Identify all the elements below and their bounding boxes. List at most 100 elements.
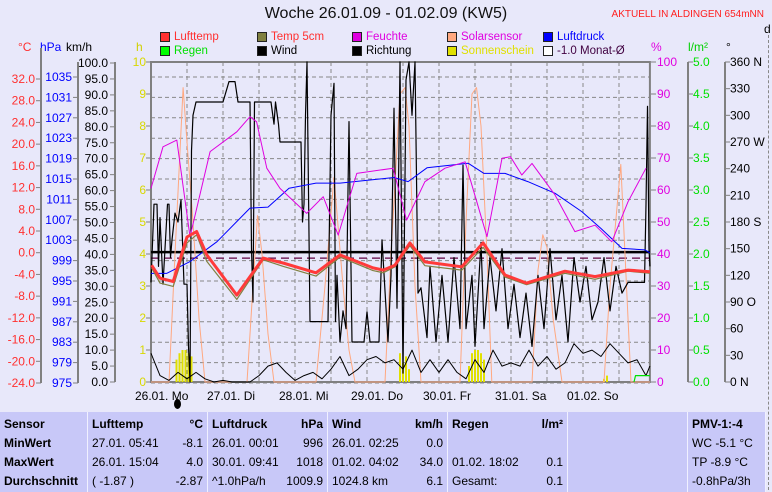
sunshine-bar (405, 356, 407, 382)
legend-swatch (447, 46, 457, 56)
table-row: 30.01. 09:41 1018 (212, 453, 323, 472)
series-line-feuchte (150, 116, 647, 243)
sunshine-bar (468, 366, 470, 382)
series-line-temp-5cm (151, 234, 650, 300)
axis-tick-label-wind: 80.0 (85, 120, 109, 134)
pmv-value: WC -5.1 °C (692, 436, 753, 450)
axis-tick-label-temp: 0.0 (18, 246, 35, 260)
col-header: Regen l/m² (452, 415, 563, 434)
axis-tick-label-sun: 10 (133, 55, 147, 69)
chart-title: Woche 26.01.09 - 01.02.09 (KW5) (264, 5, 508, 22)
col-header: Wind km/h (332, 415, 443, 434)
axis-tick-label-pressure: 1027 (45, 111, 72, 125)
axis-tick-label-sun: 2 (139, 311, 146, 325)
table-row: ( -1.87 ) -2.87 (92, 472, 203, 491)
axis-tick-label-rain: 0.0 (693, 375, 710, 389)
sunshine-bar (471, 353, 473, 382)
col-title: Regen (452, 417, 489, 431)
edge-char: d (764, 22, 771, 36)
sunshine-bar (408, 369, 410, 382)
axis-tick-label-temp: 4.0 (18, 224, 35, 238)
cell-value: 4.0 (186, 455, 203, 469)
col-title: Wind (332, 417, 362, 431)
sunshine-bar (175, 359, 178, 382)
pmv-value: -0.8hPa/3h (692, 474, 751, 488)
legend-label: Lufttemp (174, 31, 219, 43)
axis-tick-label-wind: 0.0 (91, 375, 108, 389)
cell-label: 26.01. 00:01 (212, 436, 279, 450)
axis-tick-label-humidity: 70 (657, 151, 671, 165)
current-day-marker (174, 399, 181, 409)
table-col-lufttemp: Lufttemp °C 27.01. 05:41 -8.1 26.01. 15:04 4.… (88, 412, 208, 492)
axis-tick-label-temp: -12.0 (8, 311, 36, 325)
legend-item: Lufttemp (160, 31, 219, 43)
cell-label: 26.01. 15:04 (92, 455, 159, 469)
axis-tick-label-rain: 5.0 (693, 55, 710, 69)
col-unit: hPa (300, 417, 323, 431)
axis-tick-label-temp: 32.0 (12, 72, 36, 86)
legend-swatch (352, 32, 362, 42)
legend-item: Regen (160, 45, 208, 57)
axis-tick-label-direction: 120 (730, 268, 750, 282)
cell-label: ( -1.87 ) (92, 474, 135, 488)
legend-item: Temp 5cm (257, 31, 324, 43)
unit-direction: ° (726, 40, 731, 54)
axis-tick-label-temp: -8.0 (14, 289, 35, 303)
axis-tick-label-wind: 5.0 (91, 359, 108, 373)
sunshine-bar (483, 359, 485, 382)
cell-label: 01.02. 04:02 (332, 455, 399, 469)
axis-tick-label-sun: 3 (139, 279, 146, 293)
legend-swatch (447, 32, 457, 42)
sunshine-bar (187, 353, 190, 382)
legend-label: -1.0 Monat-Ø (557, 45, 625, 57)
sunshine-bar (178, 353, 181, 382)
legend-label: Sonnenschein (461, 45, 534, 57)
axis-tick-label-wind: 30.0 (85, 279, 109, 293)
col-unit: °C (189, 417, 203, 431)
axis-tick-label-humidity: 80 (657, 119, 671, 133)
axis-tick-label-temp: -24.0 (8, 376, 36, 390)
cell-value: 0.1 (546, 474, 563, 488)
cell-value: 6.1 (426, 474, 443, 488)
sunshine-bar (477, 350, 479, 382)
axis-tick-label-wind: 25.0 (85, 295, 109, 309)
axis-tick-label-pressure: 983 (52, 335, 72, 349)
axis-tick-label-wind: 65.0 (85, 168, 109, 182)
pmv-value: TP -8.9 °C (692, 455, 748, 469)
legend-label: Regen (174, 45, 208, 57)
axis-tick-label-humidity: 30 (657, 279, 671, 293)
sunshine-bar (190, 356, 193, 382)
axis-tick-label-direction: 210 (730, 188, 750, 202)
axis-tick-label-temp: 16.0 (12, 159, 36, 173)
axis-tick-label-sun: 6 (139, 183, 146, 197)
axis-tick-label-temp: 24.0 (12, 115, 36, 129)
x-tick-label: 30.01. Fr (423, 389, 471, 403)
axis-tick-label-direction: 270 W (730, 135, 765, 149)
unit-temp: °C (18, 40, 32, 54)
axis-tick-label-pressure: 979 (52, 356, 72, 370)
row-label: Durchschnitt (4, 474, 79, 488)
axis-tick-label-temp: -4.0 (14, 267, 35, 281)
axis-tick-label-rain: 1.0 (693, 311, 710, 325)
sunshine-bar (474, 350, 476, 382)
unit-pressure: hPa (40, 40, 62, 54)
axis-tick-label-sun: 1 (139, 343, 146, 357)
axis-tick-label-rain: 2.0 (693, 247, 710, 261)
axis-tick-label-pressure: 999 (52, 254, 72, 268)
col-unit: l/m² (541, 417, 563, 431)
axis-tick-label-humidity: 0 (657, 375, 664, 389)
cell-label: 30.01. 09:41 (212, 455, 279, 469)
cell-label: 26.01. 02:25 (332, 436, 399, 450)
axis-tick-label-pressure: 1007 (45, 213, 72, 227)
legend-label: Solarsensor (461, 31, 523, 43)
cell-value: 0.1 (546, 455, 563, 469)
axis-tick-label-wind: 90.0 (85, 88, 109, 102)
axis-tick-label-sun: 4 (139, 247, 146, 261)
cell-label: 1024.8 km (332, 474, 389, 488)
axis-tick-label-wind: 85.0 (85, 104, 109, 118)
axis-tick-label-wind: 45.0 (85, 231, 109, 245)
axis-tick-label-wind: 35.0 (85, 263, 109, 277)
x-tick-label: 28.01. Mi (279, 389, 328, 403)
axis-tick-label-temp: 28.0 (12, 94, 36, 108)
axis-tick-label-wind: 15.0 (85, 327, 109, 341)
